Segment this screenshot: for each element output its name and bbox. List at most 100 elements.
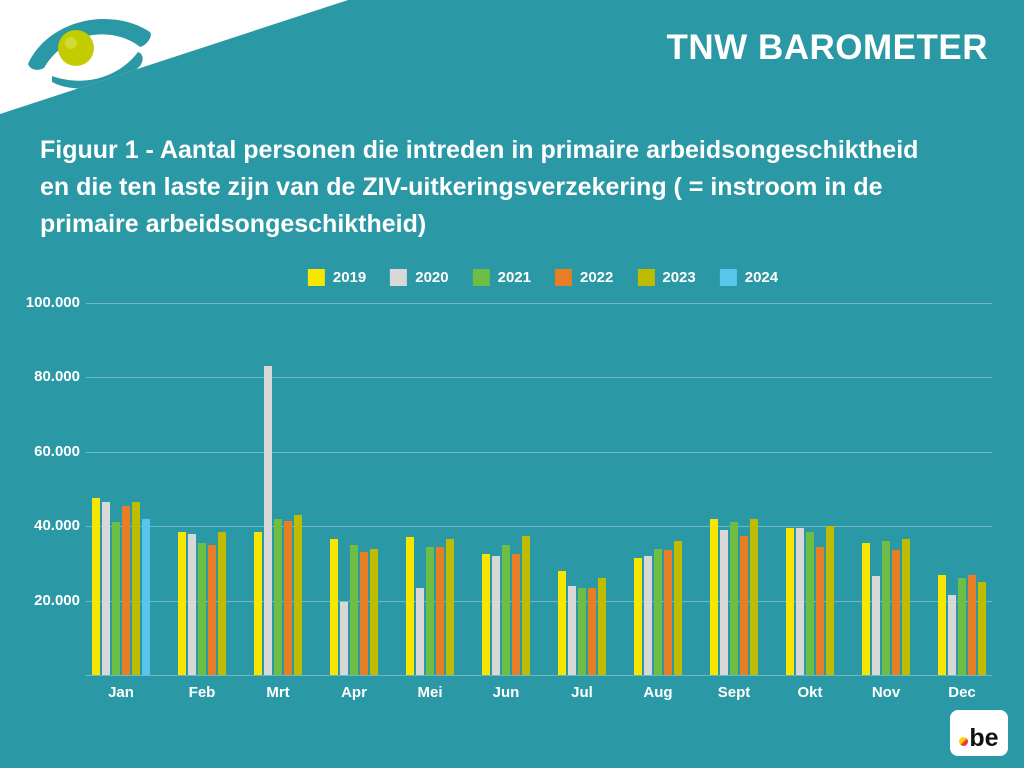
bar-2022-Feb: [208, 544, 216, 675]
legend-swatch: [307, 269, 325, 286]
bar-2023-Dec: [978, 582, 986, 675]
y-axis-label: 40.000: [34, 517, 80, 535]
bar-group-Aug: Aug: [634, 541, 682, 701]
bar-2019-Jan: [92, 498, 100, 675]
chart-legend: 2019 2020 2021 2022 2023 2024: [307, 269, 778, 286]
bar-2022-Nov: [892, 550, 900, 675]
legend-label: 2020: [415, 269, 449, 286]
y-axis-label: 60.000: [34, 442, 80, 460]
gridline: [86, 675, 992, 676]
bar-2021-Aug: [654, 548, 662, 675]
be-logo-dot-icon: [959, 737, 969, 746]
legend-swatch: [719, 269, 737, 286]
bar-group-Jul: Jul: [558, 570, 606, 701]
bar-2023-Mrt: [294, 515, 302, 675]
legend-label: 2021: [497, 269, 531, 286]
gridline: [86, 377, 992, 379]
bar-2021-Mei: [426, 546, 434, 675]
bar-2022-Aug: [664, 550, 672, 675]
bar-2020-Mrt: [264, 366, 272, 675]
gridline: [86, 451, 992, 453]
bar-group-Jun: Jun: [482, 535, 530, 701]
gridline: [86, 303, 992, 304]
bar-2019-Jun: [482, 554, 490, 675]
bar-2020-Okt: [796, 528, 804, 675]
figure-title: Figuur 1 - Aantal personen die intreden …: [40, 132, 990, 243]
x-axis-label: Jul: [571, 684, 593, 701]
bar-2022-Okt: [816, 546, 824, 675]
bar-2021-Jul: [578, 587, 586, 675]
legend-item-2024: 2024: [719, 269, 778, 286]
bar-2020-Feb: [188, 533, 196, 675]
bar-2019-Okt: [786, 528, 794, 675]
bar-2021-Mrt: [274, 518, 282, 675]
bar-2019-Nov: [862, 542, 870, 675]
bar-2023-Aug: [674, 541, 682, 675]
bar-2021-Jan: [112, 522, 120, 675]
bar-2019-Apr: [330, 539, 338, 675]
bar-2021-Sept: [730, 522, 738, 675]
be-logo-text: be: [969, 724, 999, 752]
bar-group-Nov: Nov: [862, 539, 910, 701]
x-axis-label: Jun: [492, 684, 520, 701]
bar-2023-Jun: [522, 535, 530, 675]
x-axis-label: Dec: [948, 684, 976, 701]
bar-2022-Jun: [512, 554, 520, 675]
legend-item-2023: 2023: [637, 269, 696, 286]
bar-2023-Sept: [750, 518, 758, 675]
bar-group-Dec: Dec: [938, 574, 986, 701]
bar-2023-Jan: [132, 502, 140, 675]
bar-2022-Jan: [122, 505, 130, 675]
bar-2020-Jul: [568, 585, 576, 675]
x-axis-label: Nov: [871, 684, 901, 701]
bar-2021-Okt: [806, 531, 814, 675]
bar-2023-Mei: [446, 539, 454, 675]
bar-2020-Jan: [102, 502, 110, 675]
x-axis-label: Mrt: [266, 684, 290, 701]
bar-2021-Feb: [198, 542, 206, 675]
x-axis-label: Apr: [341, 684, 367, 701]
bar-chart: Jan Feb Mrt Apr Mei Jun Jul Aug Sept Okt Nov Dec: [86, 303, 992, 701]
x-axis-label: Feb: [188, 684, 216, 701]
bar-2023-Feb: [218, 531, 226, 675]
bar-2019-Mrt: [254, 531, 262, 675]
bar-2022-Apr: [360, 552, 368, 675]
belgium-be-logo: be: [950, 710, 1008, 756]
bar-group-Apr: Apr: [330, 539, 378, 701]
figure-title-line: primaire arbeidsongeschiktheid): [40, 210, 427, 238]
bar-2022-Jul: [588, 587, 596, 675]
legend-swatch: [472, 269, 490, 286]
bar-2019-Sept: [710, 518, 718, 675]
y-axis-label: 80.000: [34, 368, 80, 386]
legend-item-2021: 2021: [472, 269, 531, 286]
y-axis-label: 20.000: [34, 591, 80, 609]
legend-item-2019: 2019: [307, 269, 366, 286]
bar-group-Jan: Jan: [92, 498, 150, 701]
bar-group-Feb: Feb: [178, 531, 226, 701]
bar-2021-Jun: [502, 544, 510, 675]
app-title: TNW BAROMETER: [666, 28, 988, 67]
social-security-eye-logo: [28, 18, 151, 89]
bar-2023-Okt: [826, 526, 834, 675]
bar-2020-Dec: [948, 595, 956, 675]
bar-2023-Apr: [370, 548, 378, 675]
bar-2023-Jul: [598, 578, 606, 675]
bar-group-Okt: Okt: [786, 526, 834, 701]
legend-label: 2023: [662, 269, 696, 286]
bar-2020-Mei: [416, 587, 424, 675]
bar-2020-Nov: [872, 576, 880, 675]
bar-2023-Nov: [902, 539, 910, 675]
bar-2022-Mrt: [284, 520, 292, 675]
legend-item-2022: 2022: [555, 269, 613, 286]
bar-2019-Dec: [938, 574, 946, 675]
x-axis-label: Okt: [797, 684, 823, 701]
bar-group-Sept: Sept: [710, 518, 758, 701]
gridline: [86, 526, 992, 528]
x-axis-label: Aug: [643, 684, 673, 701]
x-axis-label: Sept: [717, 684, 751, 701]
bar-2020-Jun: [492, 555, 500, 675]
bar-2020-Aug: [644, 555, 652, 675]
legend-swatch: [555, 269, 572, 286]
bar-2022-Sept: [740, 535, 748, 675]
